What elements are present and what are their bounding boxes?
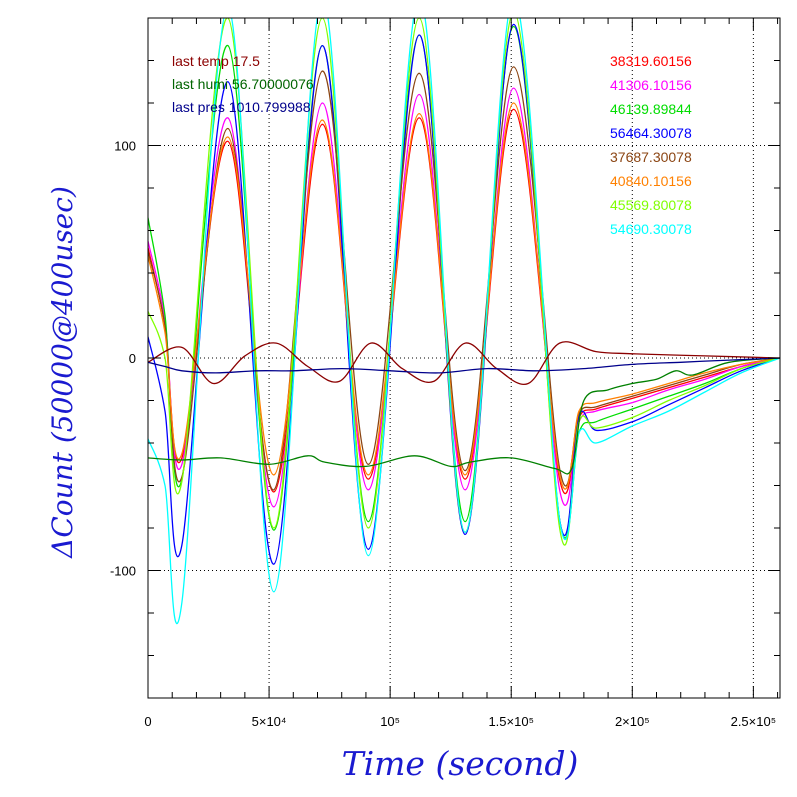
series-line-6 — [148, 102, 780, 490]
legend-right-entry: 54690.30078 — [610, 221, 692, 237]
legend-left: last temp 17.5 last humi 56.70000076 last … — [172, 53, 314, 115]
tick-labels: 0 5×10⁴ 10⁵ 1.5×10⁵ 2×10⁵ 2.5×10⁵ 100 0 -100 — [110, 139, 776, 730]
legend-right-entry: 40840.10156 — [610, 173, 692, 189]
legend-right-entry: 38319.60156 — [610, 53, 692, 69]
x-tick-label: 10⁵ — [380, 714, 400, 729]
x-tick-label: 0 — [144, 714, 151, 729]
legend-right-entry: 37687.30078 — [610, 149, 692, 165]
y-tick-label: 0 — [129, 351, 136, 366]
y-axis-title: ΔCount (50000@400usec) — [46, 186, 79, 559]
x-tick-label: 1.5×10⁵ — [488, 714, 534, 729]
series-group — [148, 18, 780, 625]
series-line-9 — [148, 341, 780, 386]
legend-left-entry: last temp 17.5 — [172, 53, 260, 69]
legend-left-entry: last humi 56.70000076 — [172, 76, 314, 92]
y-tick-label: -100 — [110, 564, 136, 579]
x-axis-title: Time (second) — [342, 744, 579, 783]
series-line-11 — [148, 357, 780, 374]
legend-right-entry: 46139.89844 — [610, 101, 692, 117]
series-line-1 — [148, 108, 780, 494]
legend-right-entry: 41306.10156 — [610, 77, 692, 93]
x-tick-label: 5×10⁴ — [252, 714, 287, 729]
legend-left-entry: last pres 1010.799988 — [172, 99, 311, 115]
x-tick-label: 2.5×10⁵ — [731, 714, 777, 729]
series-line-5 — [148, 66, 780, 491]
series-line-7 — [148, 18, 780, 546]
series-line-8 — [148, 18, 780, 625]
legend-right: 38319.60156 41306.10156 46139.89844 56464.3… — [610, 53, 692, 237]
x-tick-label: 2×10⁵ — [615, 714, 650, 729]
y-tick-label: 100 — [114, 139, 136, 154]
series-line-10 — [148, 357, 780, 475]
grid-lines — [148, 18, 780, 698]
legend-right-entry: 56464.30078 — [610, 125, 692, 141]
series-line-2 — [148, 87, 780, 508]
legend-right-entry: 45569.80078 — [610, 197, 692, 213]
series-line-4 — [148, 23, 780, 565]
axis-ticks — [147, 17, 780, 699]
